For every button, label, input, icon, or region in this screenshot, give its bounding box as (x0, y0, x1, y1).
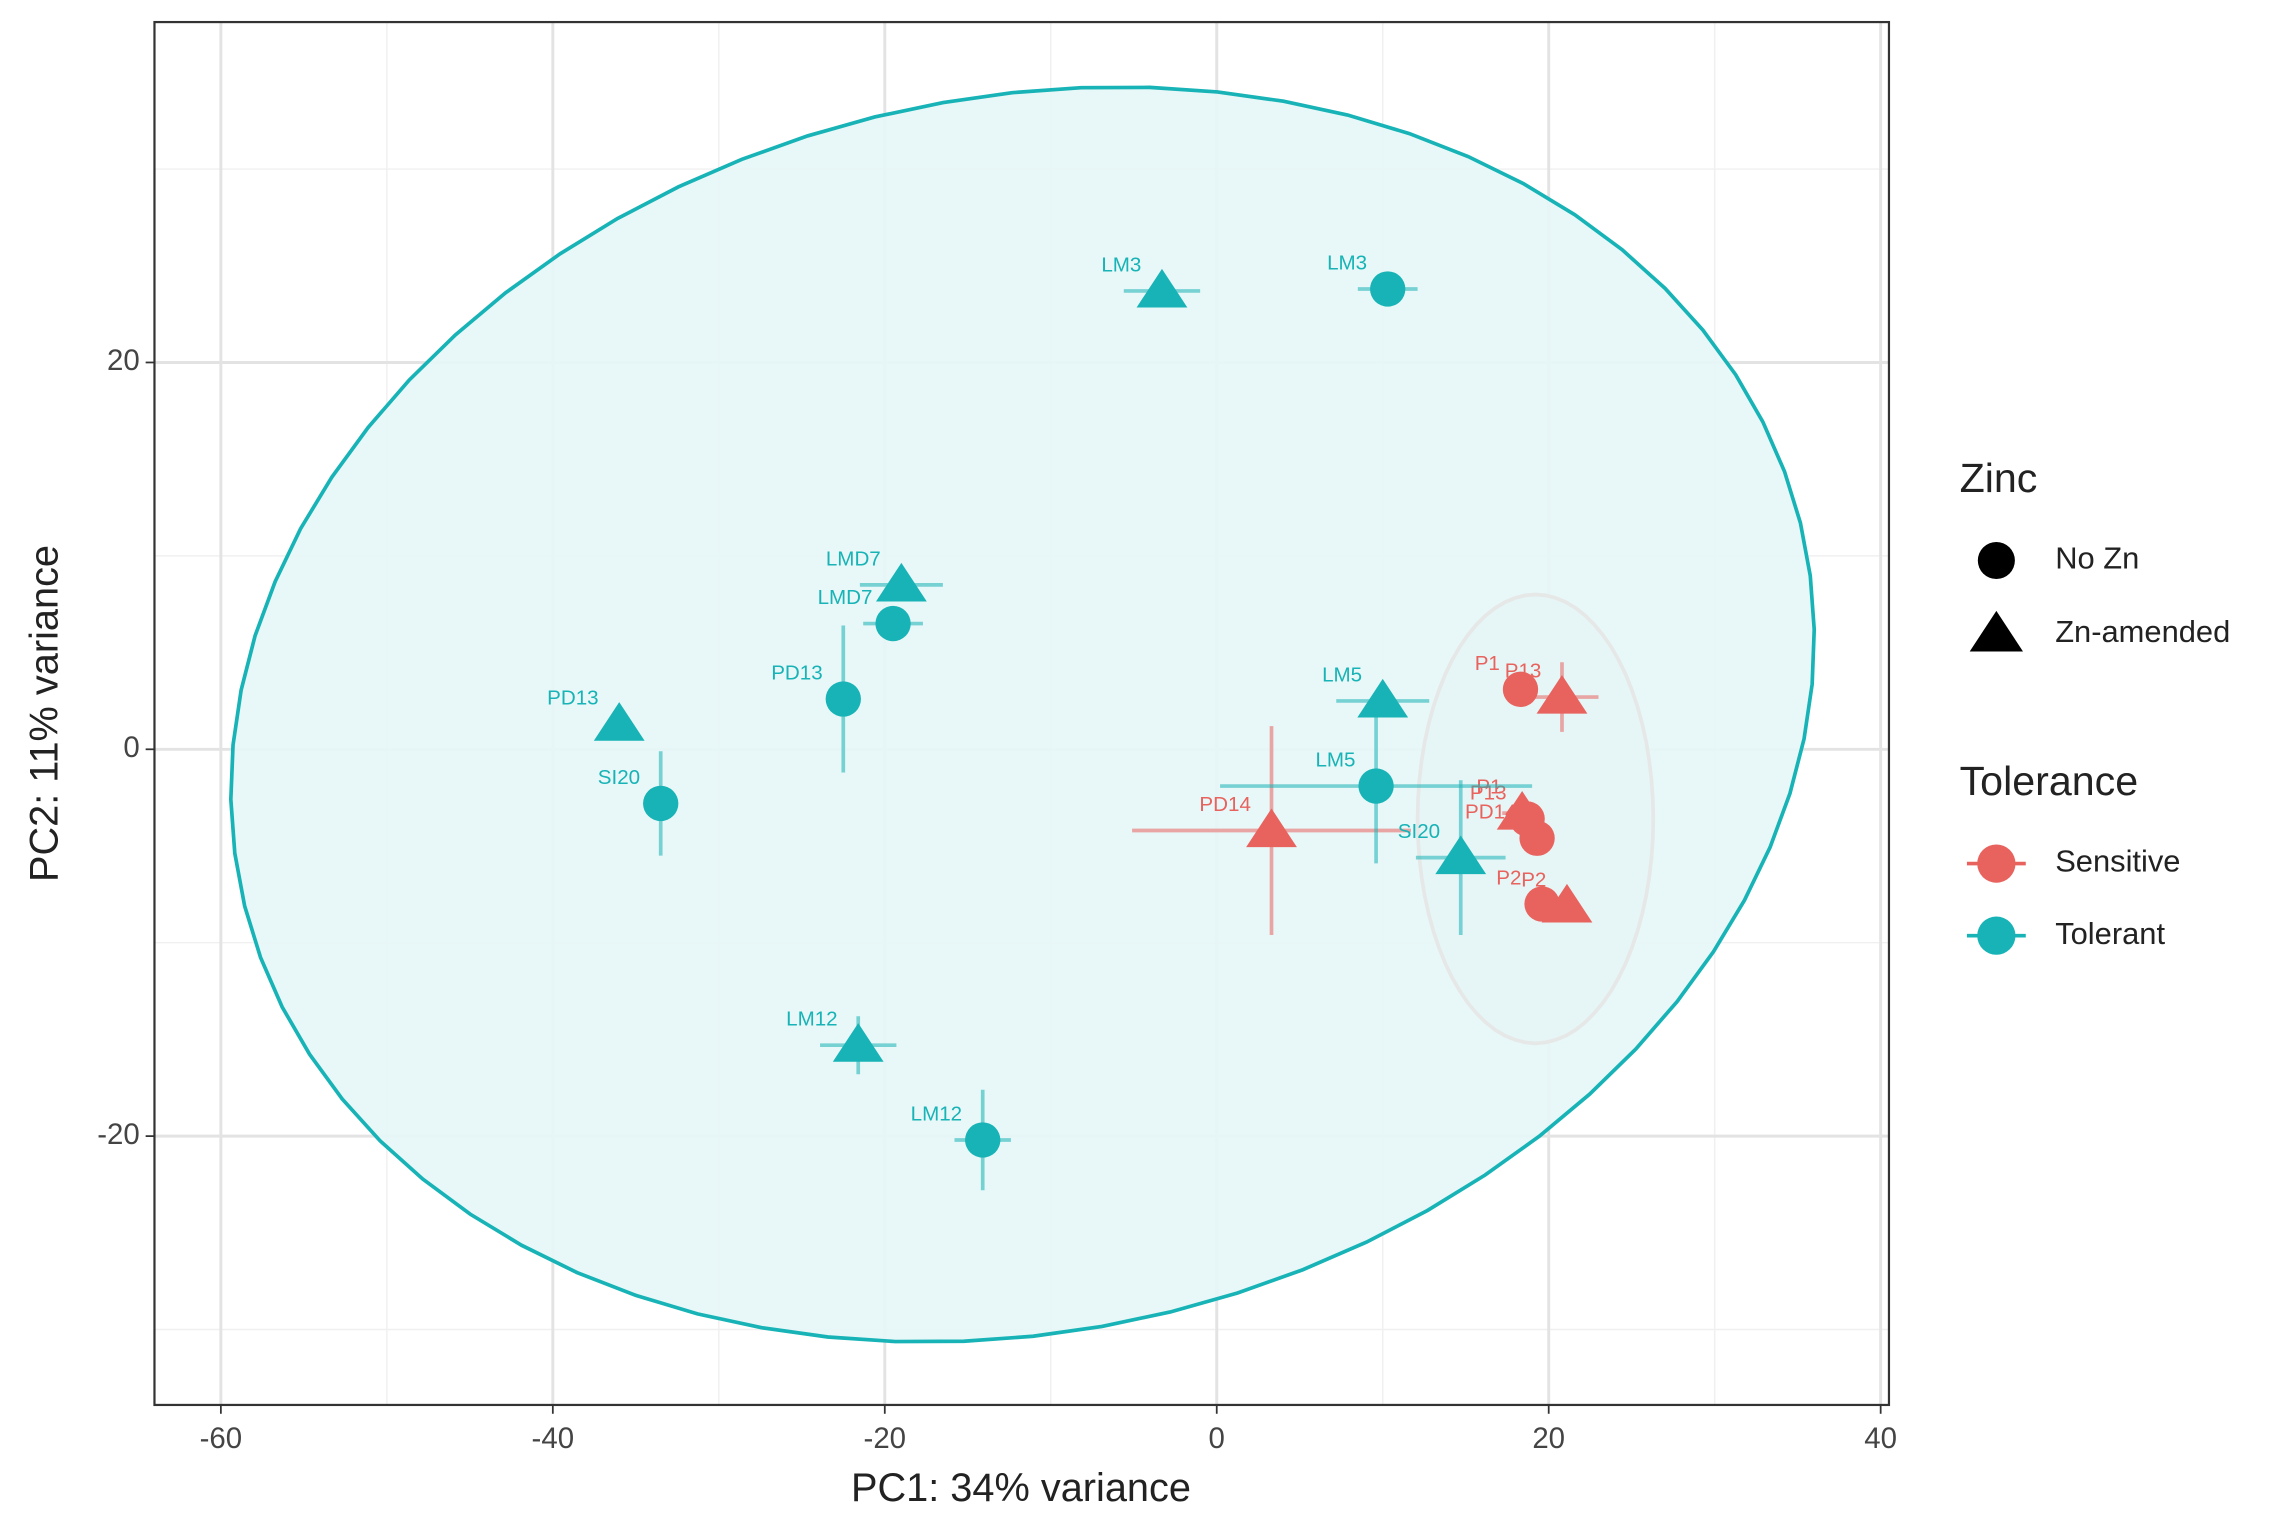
x-tick-label: -20 (864, 1422, 907, 1455)
legend-label: Zn-amended (2055, 614, 2230, 649)
plot-border (153, 20, 1891, 1407)
point-label: PD13 (771, 661, 822, 684)
y-tick-label: 0 (123, 731, 139, 764)
legend-title: Tolerance (1960, 758, 2139, 804)
point-label: LMD7 (826, 547, 881, 570)
point-circle (1502, 671, 1539, 707)
point-triangle (1435, 835, 1487, 875)
point-triangle (1357, 678, 1409, 718)
point-circle (1358, 768, 1394, 804)
legend-title: Zinc (1960, 455, 2038, 501)
legend-label: Tolerant (2055, 916, 2165, 951)
point-label: PD14 (1199, 793, 1250, 816)
point-label: P2 (1521, 868, 1546, 891)
y-axis-title: PC2: 11% variance (23, 545, 67, 882)
point-circle (1370, 271, 1406, 307)
point-label: LM12 (911, 1102, 962, 1125)
point-label: LM5 (1315, 748, 1355, 771)
x-axis-title: PC1: 34% variance (851, 1466, 1191, 1510)
point-circle (875, 605, 911, 642)
x-tick-label: 40 (1864, 1422, 1897, 1455)
point-label: SI20 (1398, 820, 1440, 843)
y-tick-label: 20 (107, 344, 140, 377)
point-label: PD13 (547, 687, 598, 710)
point-circle (965, 1122, 1001, 1158)
point-triangle (876, 562, 927, 602)
point-triangle (1541, 883, 1593, 923)
point-circle (825, 681, 861, 717)
point-label: SI20 (598, 766, 640, 789)
point-label: LM3 (1327, 251, 1367, 274)
point-label: LM3 (1101, 253, 1141, 276)
point-label: P13 (1505, 659, 1542, 682)
x-tick-label: 20 (1532, 1422, 1565, 1455)
legend-key (1977, 844, 2016, 883)
point-triangle (832, 1023, 884, 1062)
point-circle (1519, 820, 1555, 856)
point-triangle (1136, 268, 1188, 308)
point-circle (1977, 541, 2015, 580)
legend-label: No Zn (2055, 541, 2139, 576)
point-label: LMD7 (818, 586, 873, 609)
point-circle (643, 785, 679, 822)
point-label: P2 (1496, 866, 1521, 889)
point-triangle (1536, 675, 1588, 714)
point-label: LM12 (786, 1008, 837, 1031)
ellipse (228, 85, 1817, 1344)
point-label: P1 (1475, 652, 1500, 675)
x-tick-label: -40 (532, 1422, 575, 1455)
x-tick-label: 0 (1209, 1422, 1225, 1455)
legend-key (1977, 916, 2016, 955)
x-tick-label: -60 (200, 1422, 243, 1455)
legend-label: Sensitive (2055, 844, 2180, 879)
point-label: PD14 (1465, 801, 1516, 824)
point-label: LM5 (1322, 663, 1362, 686)
y-tick-label: -20 (97, 1118, 140, 1151)
point-triangle (1246, 808, 1297, 848)
point-triangle (593, 702, 645, 741)
point-triangle (1969, 610, 2024, 652)
